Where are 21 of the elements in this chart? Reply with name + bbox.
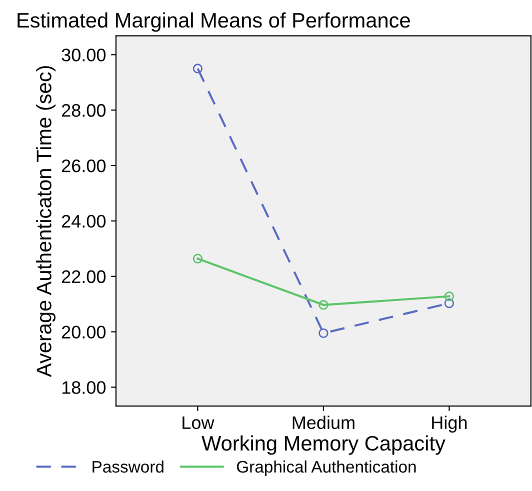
x-axis-title: Working Memory Capacity (202, 435, 446, 455)
y-axis-title: Average Authenticaton Time (sec) (36, 66, 56, 378)
point (192, 64, 203, 74)
point (192, 254, 203, 264)
y-tick-label: 18.00 (62, 381, 106, 394)
y-tick-label: 24.00 (62, 214, 106, 228)
x-tick-label: Low (182, 416, 214, 430)
point (318, 300, 328, 310)
point (444, 298, 454, 308)
legend-label: Graphical Authentication (236, 460, 416, 476)
x-tick-label: High (432, 416, 467, 433)
y-tick-label: 28.00 (62, 104, 106, 117)
y-tick-label: 26.00 (62, 159, 106, 172)
point (444, 291, 454, 302)
legend-label: Password (92, 460, 164, 473)
y-tick-label: 30.00 (62, 48, 106, 62)
chart-title: Estimated Marginal Means of Performance (18, 12, 410, 32)
y-tick-label: 22.00 (62, 270, 106, 284)
point (318, 328, 328, 338)
y-tick-label: 20.00 (62, 326, 106, 339)
x-tick-label: Medium (292, 416, 354, 430)
